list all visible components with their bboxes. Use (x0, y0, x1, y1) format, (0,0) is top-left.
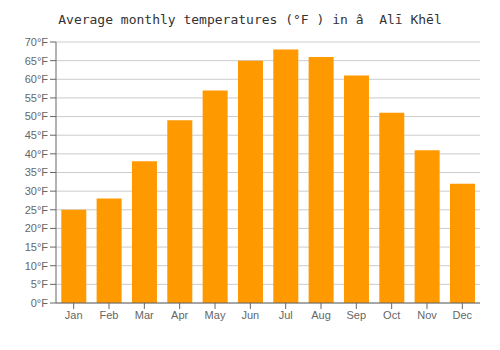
svg-text:Aug: Aug (311, 309, 331, 321)
svg-text:Jan: Jan (65, 309, 83, 321)
svg-text:70°F: 70°F (25, 36, 49, 48)
svg-text:Jul: Jul (279, 309, 293, 321)
svg-text:Jun: Jun (241, 309, 259, 321)
svg-text:May: May (205, 309, 226, 321)
svg-text:65°F: 65°F (25, 55, 49, 67)
svg-text:Nov: Nov (417, 309, 437, 321)
svg-text:25°F: 25°F (25, 204, 49, 216)
svg-text:Oct: Oct (383, 309, 400, 321)
svg-text:20°F: 20°F (25, 222, 49, 234)
svg-text:Dec: Dec (453, 309, 473, 321)
svg-text:30°F: 30°F (25, 185, 49, 197)
svg-text:55°F: 55°F (25, 92, 49, 104)
svg-text:15°F: 15°F (25, 241, 49, 253)
svg-text:60°F: 60°F (25, 73, 49, 85)
svg-text:35°F: 35°F (25, 166, 49, 178)
svg-text:45°F: 45°F (25, 129, 49, 141)
svg-text:Sep: Sep (347, 309, 367, 321)
svg-text:10°F: 10°F (25, 260, 49, 272)
svg-text:40°F: 40°F (25, 148, 49, 160)
svg-text:0°F: 0°F (31, 297, 49, 309)
html-text:Average monthly temperatures (: Average monthly temperatures (°F ) in â … (58, 12, 442, 27)
svg-text:50°F: 50°F (25, 110, 49, 122)
svg-text:Apr: Apr (171, 309, 188, 321)
svg-text:Feb: Feb (100, 309, 119, 321)
svg-text:5°F: 5°F (31, 278, 49, 290)
svg-text:Mar: Mar (135, 309, 154, 321)
